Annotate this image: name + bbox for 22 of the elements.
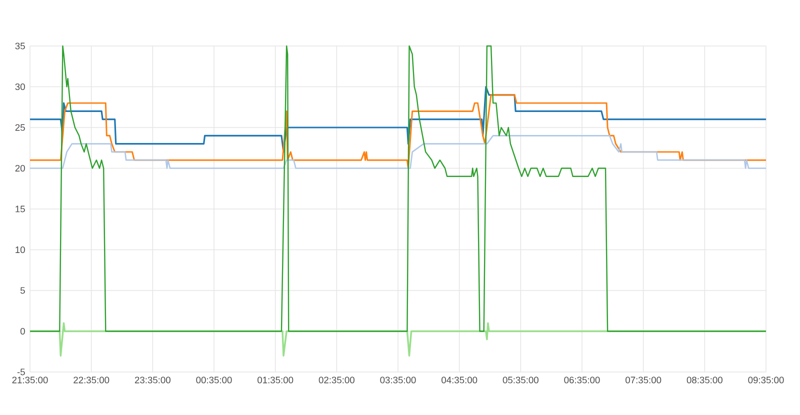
y-tick-label: -5 (17, 368, 25, 376)
y-tick-label: 15 (16, 206, 25, 212)
x-tick-label: 01:35:00 (258, 376, 294, 384)
x-tick-label: 04:35:00 (442, 376, 478, 384)
y-tick-label: 25 (15, 124, 25, 131)
y-tick-label: 5 (20, 287, 25, 294)
x-tick-label: 23:35:00 (134, 376, 170, 384)
x-tick-label: 03:35:00 (380, 376, 416, 384)
x-tick-label: 06:35:00 (564, 376, 600, 384)
x-tick-label: 07:35:00 (626, 376, 662, 384)
x-tick-label: 05:35:00 (502, 376, 538, 384)
y-tick-label: 20 (15, 164, 25, 172)
x-tick-label: 08:35:00 (686, 376, 722, 384)
y-tick-label: 0 (20, 328, 25, 335)
x-tick-label: 00:35:00 (196, 376, 232, 384)
x-tick-label: 22:35:00 (74, 376, 110, 384)
x-tick-label: 21:35:00 (12, 376, 48, 384)
y-tick-label: 35 (15, 42, 25, 50)
x-tick-label: 09:35:00 (748, 376, 784, 384)
x-tick-label: 02:35:00 (318, 376, 354, 384)
y-tick-label: 10 (16, 246, 25, 254)
y-tick-label: 30 (15, 83, 25, 90)
